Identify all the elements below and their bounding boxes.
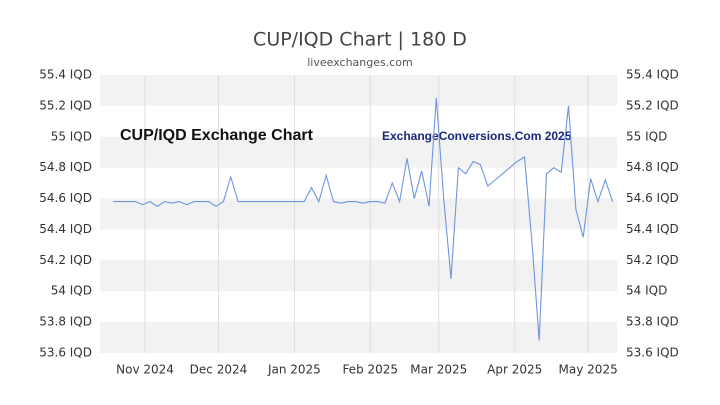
line — [113, 98, 614, 341]
x-tick-label: Feb 2025 — [342, 363, 398, 377]
watermark: ExchangeConversions.Com 2025 — [382, 129, 572, 143]
y-tick-label: 54.4 IQD — [39, 222, 92, 236]
y-tick-label: 53.6 IQD — [39, 346, 92, 360]
y2-tick-label: 53.6 IQD — [626, 346, 679, 360]
y2-tick-label: 53.8 IQD — [626, 315, 679, 329]
grid-band — [100, 75, 617, 106]
y2-tick-label: 55.4 IQD — [626, 68, 679, 82]
y-tick-label: 54 IQD — [51, 284, 92, 298]
x-tick-label: Dec 2024 — [190, 363, 248, 377]
y2-tick-label: 55 IQD — [626, 129, 667, 143]
y-tick-label: 55.2 IQD — [39, 98, 92, 112]
chart-title: CUP/IQD Chart | 180 D — [253, 29, 467, 51]
x-tick-label: Nov 2024 — [116, 363, 174, 377]
x-tick-label: Apr 2025 — [487, 363, 542, 377]
y-tick-label: 55 IQD — [51, 129, 92, 143]
watermark: CUP/IQD Exchange Chart — [120, 127, 314, 144]
y2-tick-label: 54.2 IQD — [626, 253, 679, 267]
grid-band — [100, 198, 617, 230]
grid-band — [100, 136, 617, 168]
grid-band — [100, 322, 617, 353]
y-tick-label: 55.4 IQD — [39, 68, 92, 82]
x-tick-label: Jan 2025 — [267, 363, 321, 377]
y-tick-label: 54.6 IQD — [39, 191, 92, 205]
y2-tick-label: 54 IQD — [626, 284, 667, 298]
y-tick-label: 53.8 IQD — [39, 315, 92, 329]
y-tick-label: 54.2 IQD — [39, 253, 92, 267]
grid-band — [100, 260, 617, 292]
chart-subtitle: liveexchanges.com — [307, 56, 412, 69]
y2-tick-label: 55.2 IQD — [626, 98, 679, 112]
x-tick-label: May 2025 — [559, 363, 618, 377]
y-tick-label: 54.8 IQD — [39, 160, 92, 174]
x-tick-label: Mar 2025 — [410, 363, 467, 377]
y2-tick-label: 54.6 IQD — [626, 191, 679, 205]
y2-tick-label: 54.8 IQD — [626, 160, 679, 174]
y2-tick-label: 54.4 IQD — [626, 222, 679, 236]
